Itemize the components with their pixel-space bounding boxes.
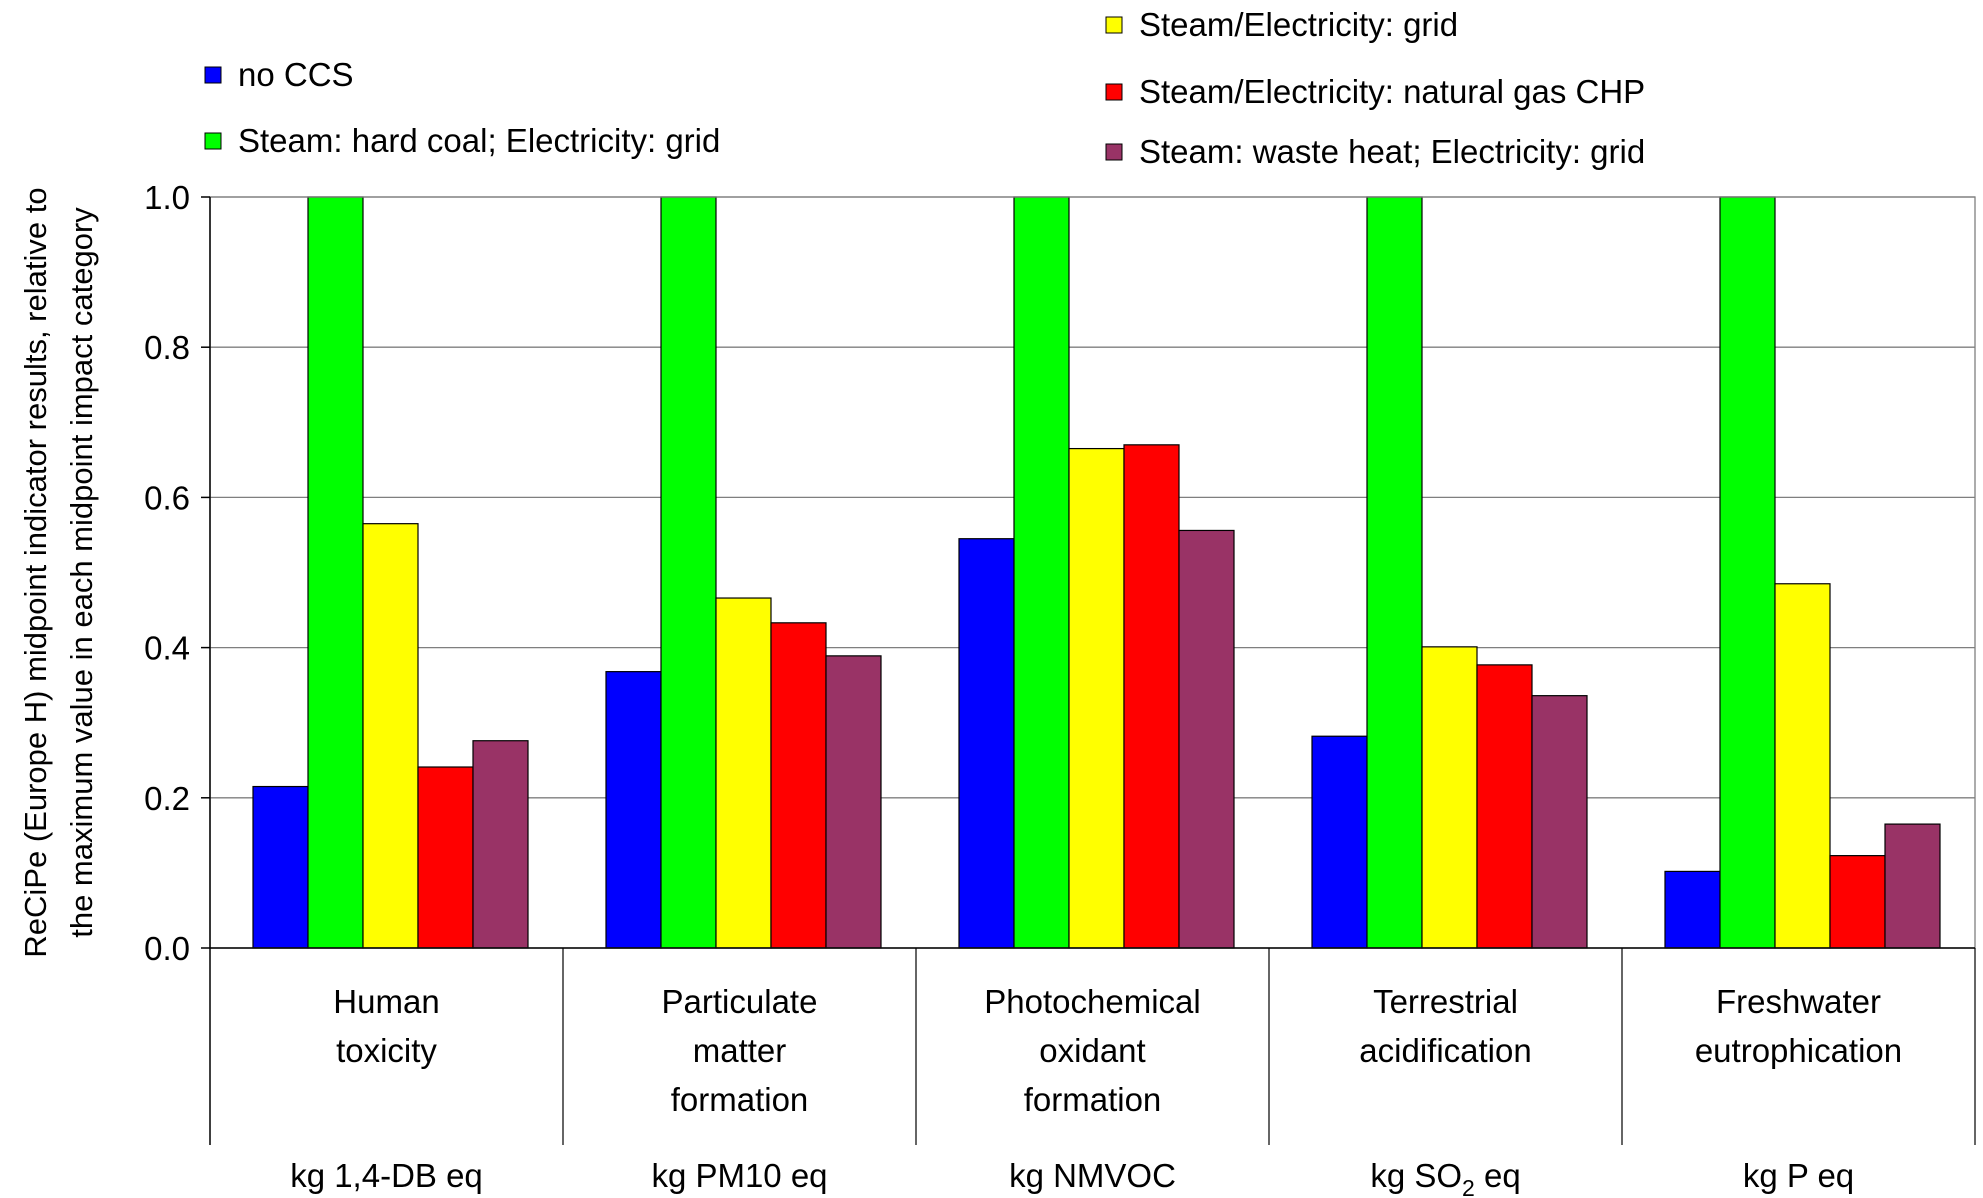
legend-swatch bbox=[204, 66, 222, 84]
bar bbox=[307, 196, 364, 949]
bar bbox=[1421, 646, 1478, 949]
category-label-line: toxicity bbox=[336, 1032, 437, 1069]
bar bbox=[660, 196, 717, 949]
category-label-line: matter bbox=[693, 1032, 787, 1069]
legend-label: no CCS bbox=[238, 56, 354, 93]
bar bbox=[1013, 196, 1070, 949]
legend-label: Steam/Electricity: grid bbox=[1139, 6, 1458, 43]
category-label-line: acidification bbox=[1359, 1032, 1531, 1069]
legend-item: Steam/Electricity: grid bbox=[1105, 6, 1458, 43]
y-axis-title: ReCiPe (Europe H) midpoint indicator res… bbox=[18, 187, 99, 957]
bar bbox=[1476, 664, 1533, 949]
bar bbox=[958, 538, 1015, 949]
bar bbox=[1774, 583, 1831, 949]
bar bbox=[252, 785, 309, 949]
legend-item: Steam: waste heat; Electricity: grid bbox=[1105, 133, 1645, 170]
bar bbox=[1311, 735, 1368, 949]
y-tick-label: 0.2 bbox=[144, 780, 190, 817]
bar bbox=[1664, 870, 1721, 949]
category-label-line: Photochemical bbox=[984, 983, 1200, 1020]
y-tick-labels: 0.0 0.2 0.4 0.6 0.8 1.0 bbox=[144, 179, 190, 967]
bar bbox=[605, 671, 662, 949]
legend-label: Steam: waste heat; Electricity: grid bbox=[1139, 133, 1645, 170]
legend-label: Steam: hard coal; Electricity: grid bbox=[238, 122, 720, 159]
bar bbox=[362, 523, 419, 949]
category-label-line: Terrestrial bbox=[1373, 983, 1518, 1020]
category-unit-label: kg NMVOC bbox=[1009, 1157, 1176, 1194]
legend-swatch bbox=[204, 132, 222, 150]
legend-item: Steam/Electricity: natural gas CHP bbox=[1105, 73, 1645, 110]
bar bbox=[715, 597, 772, 949]
axes bbox=[201, 196, 1976, 1145]
category-unit-label: kg P eq bbox=[1743, 1157, 1854, 1194]
bar bbox=[1123, 444, 1180, 949]
bar bbox=[1178, 529, 1235, 949]
y-axis-title-line: the maximum value in each midpoint impac… bbox=[64, 207, 99, 938]
legend-item: no CCS bbox=[204, 56, 354, 93]
bar bbox=[1068, 447, 1125, 949]
bar bbox=[1884, 823, 1941, 949]
bar bbox=[1366, 196, 1423, 949]
bar bbox=[472, 740, 529, 949]
category-label-line: eutrophication bbox=[1695, 1032, 1902, 1069]
bar bbox=[825, 655, 882, 949]
category-unit-label: kg PM10 eq bbox=[651, 1157, 827, 1194]
y-tick-label: 0.6 bbox=[144, 479, 190, 516]
category-unit-label: kg SO2 eq bbox=[1370, 1157, 1520, 1198]
legend-swatch bbox=[1105, 143, 1123, 161]
category-label-line: Particulate bbox=[662, 983, 818, 1020]
y-tick-label: 0.4 bbox=[144, 630, 190, 667]
legend-label: Steam/Electricity: natural gas CHP bbox=[1139, 73, 1645, 110]
bar bbox=[417, 766, 474, 949]
y-tick-label: 1.0 bbox=[144, 179, 190, 216]
legend-item: Steam: hard coal; Electricity: grid bbox=[204, 122, 720, 159]
category-label-line: formation bbox=[1024, 1081, 1162, 1118]
y-axis-title-line: ReCiPe (Europe H) midpoint indicator res… bbox=[18, 187, 53, 957]
legend-swatch bbox=[1105, 83, 1123, 101]
legend-swatch bbox=[1105, 16, 1123, 34]
y-tick-label: 0.8 bbox=[144, 329, 190, 366]
category-label-line: formation bbox=[671, 1081, 809, 1118]
bars bbox=[252, 196, 1941, 949]
bar bbox=[1829, 855, 1886, 949]
category-label-line: oxidant bbox=[1039, 1032, 1145, 1069]
legend: no CCS Steam: hard coal; Electricity: gri… bbox=[204, 6, 1645, 170]
category-unit-label: kg 1,4-DB eq bbox=[290, 1157, 483, 1194]
bar bbox=[1719, 196, 1776, 949]
category-label-line: Freshwater bbox=[1716, 983, 1881, 1020]
bar bbox=[770, 622, 827, 949]
y-tick-label: 0.0 bbox=[144, 930, 190, 967]
category-label-line: Human bbox=[333, 983, 439, 1020]
bar bbox=[1531, 695, 1588, 949]
category-labels: Human toxicity kg 1,4-DB eq Particulate matt… bbox=[290, 983, 1902, 1198]
